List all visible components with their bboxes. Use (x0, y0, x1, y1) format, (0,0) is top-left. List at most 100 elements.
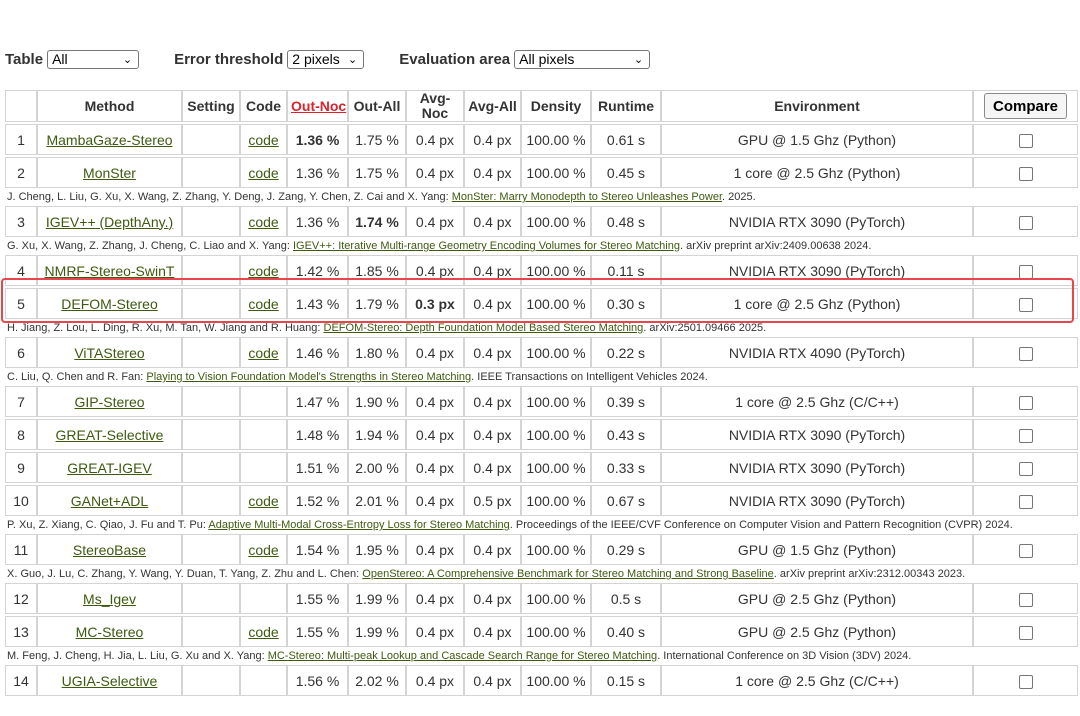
method-link[interactable]: MambaGaze-Stereo (46, 131, 173, 148)
avg-all-cell: 0.5 px (464, 485, 521, 516)
compare-checkbox[interactable] (1018, 215, 1033, 230)
method-link[interactable]: GANet+ADL (70, 492, 149, 509)
citation-authors: J. Cheng, L. Liu, G. Xu, X. Wang, Z. Zha… (7, 191, 452, 203)
density-header[interactable]: Density (521, 90, 591, 122)
out-all-cell: 1.94 % (348, 419, 406, 450)
avg-all-cell: 0.4 px (464, 157, 521, 188)
code-cell: code (240, 255, 287, 286)
method-link[interactable]: UGIA-Selective (61, 672, 158, 689)
runtime-cell: 0.39 s (591, 386, 661, 417)
method-link[interactable]: IGEV++ (DepthAny.) (45, 213, 174, 230)
citation-paper-link[interactable]: IGEV++: Iterative Multi-range Geometry E… (292, 240, 680, 252)
citation-paper-link[interactable]: Adaptive Multi-Modal Cross-Entropy Loss … (208, 519, 510, 531)
compare-checkbox[interactable] (1018, 494, 1033, 509)
compare-checkbox[interactable] (1018, 543, 1033, 558)
citation-paper-link[interactable]: MonSter: Marry Monodepth to Stereo Unlea… (451, 191, 722, 203)
method-link[interactable]: ViTAStereo (74, 344, 145, 361)
citation-row: C. Liu, Q. Chen and R. Fan: Playing to V… (5, 370, 1078, 384)
filter-controls: Table All ⌄ Error threshold 2 pixels ⌄ E… (5, 49, 651, 69)
evaluation-area-value: All pixels (519, 51, 575, 67)
rank-cell: 6 (5, 337, 37, 368)
table-select[interactable]: All ⌄ (47, 49, 140, 69)
code-link[interactable]: code (248, 131, 279, 148)
avg-all-header[interactable]: Avg-All (464, 90, 521, 122)
method-link[interactable]: MC-Stereo (75, 623, 144, 640)
out-noc-header[interactable]: Out-Noc (287, 90, 348, 122)
method-link[interactable]: GREAT-IGEV (67, 459, 152, 476)
out-noc-cell: 1.46 % (287, 337, 348, 368)
code-link[interactable]: code (248, 541, 279, 558)
out-all-cell: 1.79 % (348, 288, 406, 319)
method-cell: UGIA-Selective (37, 665, 182, 696)
density-cell: 100.00 % (521, 665, 591, 696)
avg-noc-header[interactable]: Avg-Noc (406, 90, 464, 122)
error-threshold-select[interactable]: 2 pixels ⌄ (287, 49, 365, 69)
table-row: 13 MC-Stereo code 1.55 % 1.99 % 0.4 px 0.4 px 1… (5, 616, 1078, 647)
method-link[interactable]: Ms_Igev (83, 590, 136, 607)
environment-cell: 1 core @ 2.5 Ghz (C/C++) (661, 386, 973, 417)
rank-cell: 5 (5, 288, 37, 319)
method-link[interactable]: DEFOM-Stereo (61, 295, 158, 312)
environment-cell: GPU @ 2.5 Ghz (Python) (661, 616, 973, 647)
compare-checkbox[interactable] (1018, 346, 1033, 361)
out-all-header[interactable]: Out-All (348, 90, 406, 122)
out-all-cell: 1.74 % (348, 206, 406, 237)
method-cell: MonSter (37, 157, 182, 188)
citation-paper-link[interactable]: OpenStereo: A Comprehensive Benchmark fo… (362, 568, 774, 580)
compare-button[interactable]: Compare (983, 93, 1068, 119)
environment-header[interactable]: Environment (661, 90, 973, 122)
citation-venue: . arXiv preprint arXiv:2312.00343 2023. (773, 568, 966, 580)
method-link[interactable]: MonSter (83, 164, 136, 181)
setting-cell (182, 386, 240, 417)
compare-checkbox[interactable] (1018, 625, 1033, 640)
code-header[interactable]: Code (240, 90, 287, 122)
code-link[interactable]: code (248, 344, 279, 361)
setting-cell (182, 485, 240, 516)
compare-checkbox[interactable] (1018, 461, 1033, 476)
citation-venue: . Proceedings of the IEEE/CVF Conference… (509, 519, 1013, 531)
setting-header[interactable]: Setting (182, 90, 240, 122)
method-link[interactable]: GIP-Stereo (74, 393, 145, 410)
rank-cell: 4 (5, 255, 37, 286)
code-link[interactable]: code (248, 164, 279, 181)
citation-text: G. Xu, X. Wang, Z. Zhang, J. Cheng, C. L… (5, 239, 1078, 253)
error-threshold-label: Error threshold (174, 50, 284, 68)
compare-checkbox[interactable] (1018, 133, 1033, 148)
code-link[interactable]: code (248, 213, 279, 230)
rank-cell: 10 (5, 485, 37, 516)
method-link[interactable]: NMRF-Stereo-SwinT (44, 262, 175, 279)
citation-paper-link[interactable]: DEFOM-Stereo: Depth Foundation Model Bas… (323, 322, 644, 334)
compare-checkbox[interactable] (1018, 297, 1033, 312)
environment-cell: 1 core @ 2.5 Ghz (Python) (661, 157, 973, 188)
method-link[interactable]: StereoBase (72, 541, 147, 558)
avg-all-cell: 0.4 px (464, 419, 521, 450)
code-link[interactable]: code (248, 492, 279, 509)
rank-cell: 14 (5, 665, 37, 696)
compare-checkbox[interactable] (1018, 264, 1033, 279)
code-link[interactable]: code (248, 262, 279, 279)
compare-checkbox[interactable] (1018, 166, 1033, 181)
compare-checkbox[interactable] (1018, 395, 1033, 410)
runtime-header[interactable]: Runtime (591, 90, 661, 122)
compare-checkbox[interactable] (1018, 674, 1033, 689)
compare-checkbox[interactable] (1018, 592, 1033, 607)
method-header[interactable]: Method (37, 90, 182, 122)
citation-authors: H. Jiang, Z. Lou, L. Ding, R. Xu, M. Tan… (7, 322, 324, 334)
compare-checkbox[interactable] (1018, 428, 1033, 443)
avg-noc-cell: 0.4 px (406, 157, 464, 188)
table-row: 10 GANet+ADL code 1.52 % 2.01 % 0.4 px 0.5 px 1… (5, 485, 1078, 516)
citation-paper-link[interactable]: MC-Stereo: Multi-peak Lookup and Cascade… (267, 650, 658, 662)
evaluation-area-select[interactable]: All pixels ⌄ (514, 49, 651, 69)
chevron-down-icon: ⌄ (348, 53, 358, 66)
method-link[interactable]: GREAT-Selective (55, 426, 164, 443)
code-link[interactable]: code (248, 295, 279, 312)
avg-noc-cell: 0.4 px (406, 124, 464, 155)
setting-cell (182, 616, 240, 647)
code-link[interactable]: code (248, 623, 279, 640)
citation-paper-link[interactable]: Playing to Vision Foundation Model's Str… (146, 371, 472, 383)
out-noc-cell: 1.55 % (287, 583, 348, 614)
citation-authors: P. Xu, Z. Xiang, C. Qiao, J. Fu and T. P… (7, 519, 209, 531)
citation-text: M. Feng, J. Cheng, H. Jia, L. Liu, G. Xu… (5, 649, 1078, 663)
results-body: 1 MambaGaze-Stereo code 1.36 % 1.75 % 0.4 px 0… (5, 124, 1078, 696)
environment-cell: 1 core @ 2.5 Ghz (C/C++) (661, 665, 973, 696)
